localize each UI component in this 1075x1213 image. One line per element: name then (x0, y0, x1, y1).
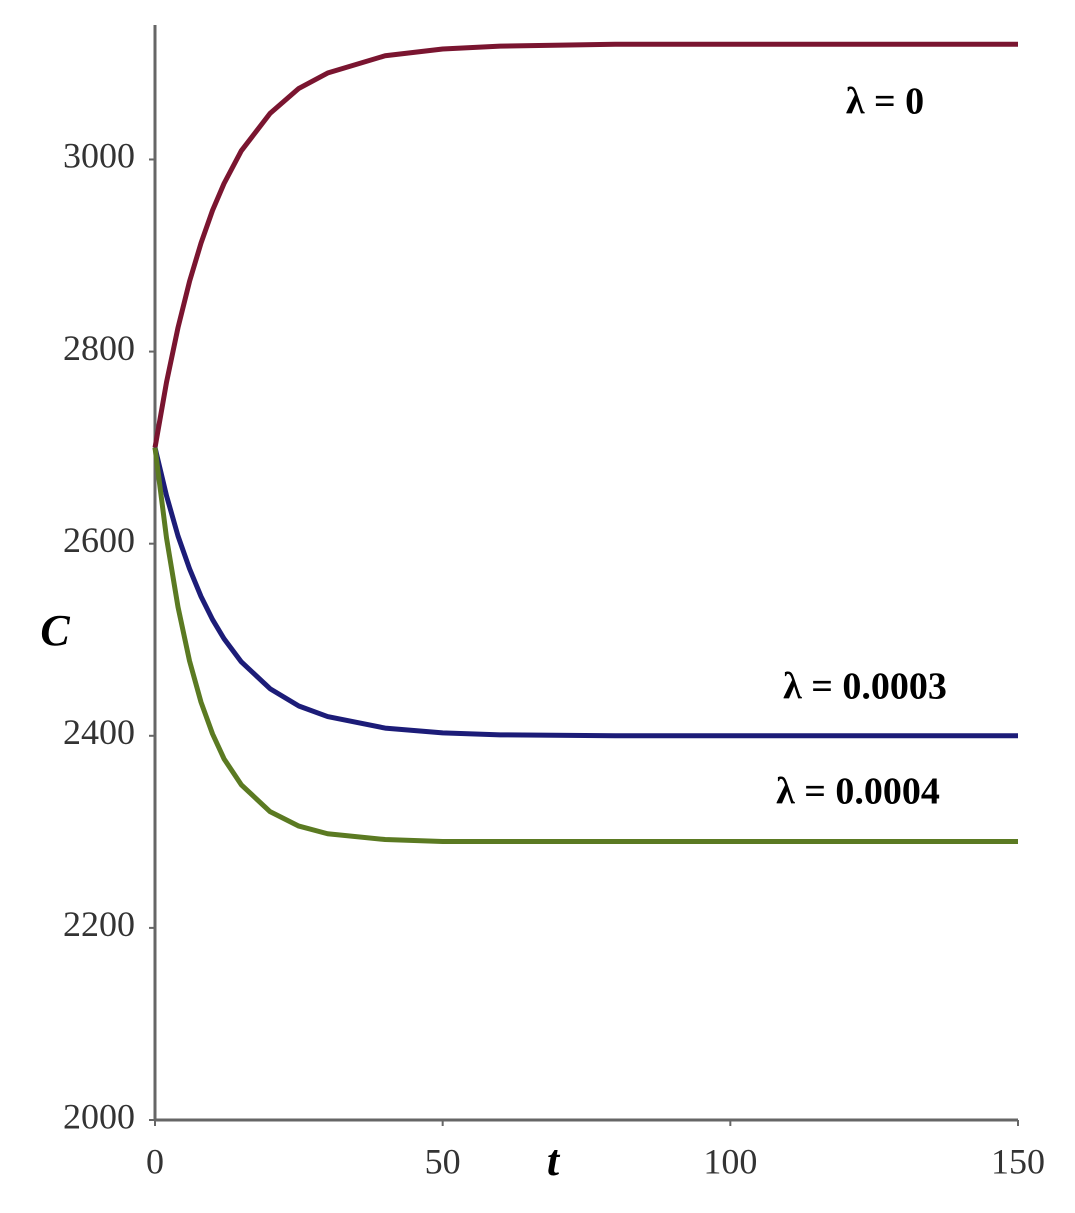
series-line (152, 447, 1018, 739)
series-label: λ = 0.0004 (776, 771, 940, 813)
y-axis-label: C (40, 606, 70, 655)
series-label: λ = 0 (846, 81, 924, 123)
x-tick-label: 50 (425, 1141, 461, 1181)
x-tick-label: 150 (991, 1141, 1045, 1181)
x-tick-label: 0 (146, 1141, 164, 1181)
series-label: λ = 0.0003 (783, 666, 947, 708)
y-tick-label: 2800 (63, 328, 135, 368)
x-tick-label: 100 (703, 1141, 757, 1181)
y-tick-label: 2400 (63, 712, 135, 752)
y-tick-label: 3000 (63, 136, 135, 176)
y-tick-label: 2600 (63, 520, 135, 560)
y-tick-label: 2200 (63, 904, 135, 944)
y-tick-label: 2000 (63, 1096, 135, 1136)
series-line (152, 41, 1018, 449)
x-axis-label: t (547, 1136, 561, 1185)
series-line (152, 447, 1018, 844)
